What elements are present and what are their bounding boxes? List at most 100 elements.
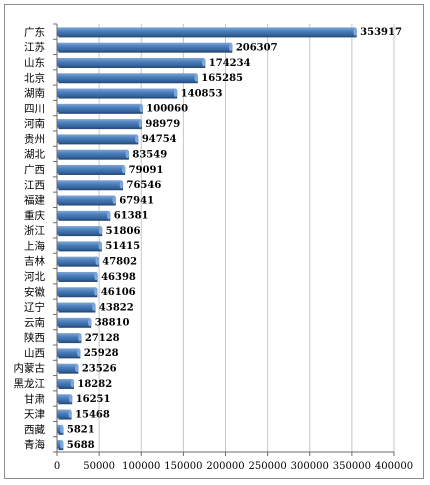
bar-cap-10 bbox=[119, 180, 124, 189]
category-label-3: 北京 bbox=[24, 71, 45, 84]
bar-13 bbox=[57, 226, 101, 235]
category-label-19: 云南 bbox=[24, 316, 45, 329]
bar-1 bbox=[57, 42, 231, 52]
bar-6 bbox=[57, 119, 141, 128]
category-label-8: 湖北 bbox=[24, 149, 45, 161]
category-label-5: 四川 bbox=[24, 103, 45, 115]
category-label-1: 江苏 bbox=[24, 41, 45, 54]
bar-cap-22 bbox=[75, 363, 79, 373]
bar-cap-14 bbox=[98, 241, 103, 250]
category-label-22: 内蒙古 bbox=[14, 362, 46, 375]
category-label-9: 广西 bbox=[24, 164, 45, 176]
value-label-19: 38810 bbox=[95, 318, 130, 329]
bar-cap-13 bbox=[98, 226, 103, 235]
bar-5 bbox=[57, 103, 142, 113]
bar-22 bbox=[57, 363, 77, 373]
bar-cap-15 bbox=[95, 256, 100, 266]
bar-cap-18 bbox=[92, 302, 96, 312]
bar-cap-21 bbox=[77, 348, 81, 357]
value-label-22: 23526 bbox=[82, 364, 117, 375]
value-label-0: 353917 bbox=[360, 27, 402, 38]
value-label-2: 174234 bbox=[209, 58, 251, 69]
bar-4 bbox=[57, 88, 176, 98]
bar-cap-24 bbox=[68, 394, 73, 403]
value-label-11: 67941 bbox=[119, 195, 154, 206]
x-tick-label-0: 0 bbox=[54, 461, 60, 472]
category-label-6: 河南 bbox=[24, 117, 45, 130]
category-label-4: 湖南 bbox=[24, 87, 45, 100]
bar-16 bbox=[57, 271, 97, 281]
axes: 广东江苏山东北京湖南四川河南贵州湖北广西江西福建重庆浙江上海吉林河北安徽辽宁云南… bbox=[14, 23, 413, 472]
bar-cap-9 bbox=[121, 164, 126, 174]
bar-20 bbox=[57, 333, 80, 342]
value-label-1: 206307 bbox=[236, 43, 278, 54]
value-label-9: 79091 bbox=[129, 165, 164, 176]
bar-18 bbox=[57, 302, 94, 312]
category-label-20: 陕西 bbox=[24, 331, 45, 344]
bars: 353917 206307 174234 165285 140853 100060 9897… bbox=[57, 27, 402, 451]
category-label-0: 广东 bbox=[24, 25, 45, 38]
bar-23 bbox=[57, 378, 73, 388]
value-label-18: 43822 bbox=[99, 302, 134, 313]
bar-cap-23 bbox=[70, 378, 75, 388]
bar-17 bbox=[57, 287, 96, 296]
bar-cap-17 bbox=[94, 287, 98, 296]
bar-cap-7 bbox=[135, 134, 139, 143]
bar-cap-2 bbox=[201, 57, 206, 67]
category-label-27: 青海 bbox=[24, 438, 45, 451]
bar-11 bbox=[57, 195, 115, 205]
bar-cap-6 bbox=[138, 119, 143, 128]
value-label-4: 140853 bbox=[181, 88, 223, 99]
category-label-16: 河北 bbox=[24, 271, 45, 283]
bar-cap-4 bbox=[173, 88, 178, 98]
bar-cap-12 bbox=[106, 210, 111, 220]
bar-2 bbox=[57, 57, 204, 67]
bar-cap-26 bbox=[60, 424, 64, 434]
value-label-6: 98979 bbox=[145, 119, 180, 130]
value-label-26: 5821 bbox=[67, 425, 95, 436]
bar-cap-1 bbox=[229, 42, 233, 52]
value-label-10: 76546 bbox=[126, 180, 161, 191]
value-label-14: 51415 bbox=[105, 241, 140, 252]
bar-12 bbox=[57, 210, 109, 220]
bar-24 bbox=[57, 394, 71, 403]
bar-cap-5 bbox=[139, 103, 144, 113]
x-tick-label-5: 250000 bbox=[249, 461, 287, 472]
bar-cap-8 bbox=[125, 149, 130, 159]
bar-26 bbox=[57, 424, 62, 434]
value-label-7: 94754 bbox=[142, 134, 177, 145]
bar-cap-3 bbox=[194, 73, 199, 82]
category-label-21: 山西 bbox=[24, 347, 45, 359]
bar-cap-20 bbox=[78, 333, 82, 342]
bar-10 bbox=[57, 180, 122, 189]
value-label-16: 46398 bbox=[101, 272, 136, 283]
category-label-13: 浙江 bbox=[24, 225, 45, 237]
category-label-18: 辽宁 bbox=[24, 301, 45, 314]
category-label-10: 江西 bbox=[24, 179, 45, 191]
category-label-14: 上海 bbox=[24, 239, 45, 252]
bar-cap-27 bbox=[59, 440, 64, 449]
value-label-15: 47802 bbox=[102, 257, 137, 268]
gridlines bbox=[98, 24, 395, 452]
x-tick-label-4: 200000 bbox=[206, 461, 244, 472]
value-label-20: 27128 bbox=[85, 333, 120, 344]
bar-cap-25 bbox=[68, 409, 72, 419]
value-label-17: 46106 bbox=[101, 287, 136, 298]
bar-cap-0 bbox=[353, 27, 357, 36]
bar-27 bbox=[57, 440, 62, 449]
bar-7 bbox=[57, 134, 137, 143]
x-tick-label-8: 400000 bbox=[375, 461, 413, 472]
bar-9 bbox=[57, 164, 124, 174]
bar-0 bbox=[57, 27, 356, 36]
bar-cap-11 bbox=[112, 195, 117, 205]
category-label-12: 重庆 bbox=[24, 209, 45, 222]
category-label-2: 山东 bbox=[24, 56, 45, 69]
category-label-17: 安徽 bbox=[24, 285, 45, 298]
value-label-8: 83549 bbox=[132, 150, 167, 161]
category-label-25: 天津 bbox=[24, 409, 45, 421]
bar-cap-19 bbox=[87, 317, 92, 327]
value-label-23: 18282 bbox=[77, 379, 112, 390]
bar-25 bbox=[57, 409, 71, 419]
bar-14 bbox=[57, 241, 101, 250]
